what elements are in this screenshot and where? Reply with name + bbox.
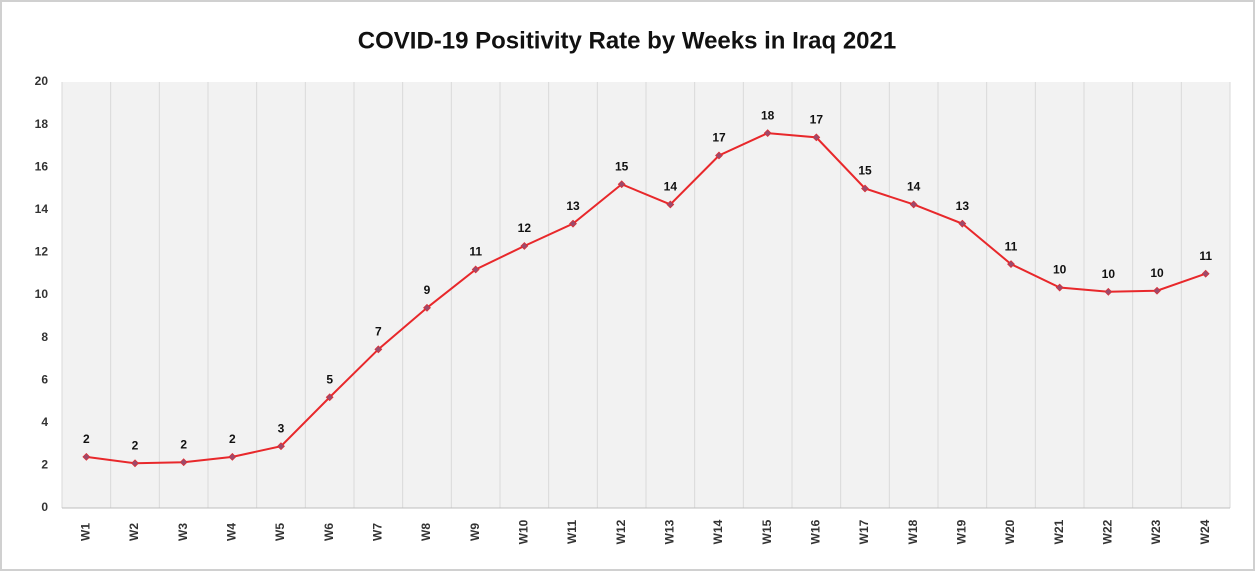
x-tick-label: W5	[273, 523, 287, 541]
x-tick-label: W4	[225, 523, 239, 541]
marker	[277, 442, 285, 451]
marker	[569, 219, 577, 228]
x-tick-label: W14	[711, 519, 725, 544]
x-tick-label: W19	[955, 519, 969, 544]
x-tick-label: W8	[419, 523, 433, 541]
x-tick-label: W21	[1052, 519, 1066, 544]
x-tick-label: W16	[809, 519, 823, 544]
x-tick-label: W9	[468, 523, 482, 541]
marker	[471, 265, 480, 274]
x-tick-label: W24	[1198, 519, 1212, 544]
y-tick-label: 0	[41, 500, 48, 514]
marker	[228, 452, 237, 461]
x-tick-label: W23	[1149, 519, 1163, 544]
data-label: 2	[132, 438, 139, 452]
data-label: 3	[278, 421, 285, 435]
marker	[1104, 287, 1113, 296]
data-label: 11	[1199, 249, 1212, 263]
x-tick-label: W11	[565, 520, 579, 544]
marker	[1007, 260, 1015, 269]
data-label: 12	[518, 221, 532, 235]
y-tick-label: 20	[35, 74, 49, 88]
data-label: 13	[956, 199, 970, 213]
x-tick-label: W18	[906, 519, 920, 544]
x-tick-label: W12	[614, 519, 628, 544]
marker	[520, 242, 529, 250]
data-label: 9	[424, 283, 431, 297]
x-tick-label: W22	[1101, 519, 1115, 544]
marker	[1055, 283, 1064, 292]
data-label: 10	[1102, 267, 1116, 281]
data-label: 11	[1005, 239, 1018, 253]
data-label: 2	[229, 432, 236, 446]
data-label: 2	[180, 437, 187, 451]
y-tick-label: 16	[35, 159, 49, 173]
marker	[82, 452, 91, 461]
marker	[423, 303, 431, 312]
data-label: 13	[566, 199, 580, 213]
data-label: 17	[810, 113, 824, 127]
x-tick-label: W13	[663, 519, 677, 544]
marker	[666, 200, 675, 209]
data-label: 18	[761, 108, 775, 122]
x-tick-label: W20	[1003, 519, 1017, 544]
y-tick-label: 4	[41, 415, 48, 429]
marker	[179, 458, 188, 467]
data-label: 10	[1053, 263, 1067, 277]
x-tick-label: W6	[322, 523, 336, 541]
data-label: 10	[1150, 266, 1164, 280]
marker	[325, 393, 334, 402]
marker	[715, 151, 723, 160]
marker	[861, 184, 869, 193]
data-label: 15	[858, 164, 872, 178]
marker	[1201, 269, 1210, 278]
data-label: 2	[83, 432, 90, 446]
y-tick-label: 12	[35, 245, 49, 259]
data-label: 11	[469, 245, 482, 259]
data-label: 14	[907, 180, 921, 194]
y-tick-label: 18	[35, 117, 49, 131]
data-label: 5	[326, 372, 333, 386]
y-tick-label: 8	[41, 330, 48, 344]
x-tick-label: W3	[176, 523, 190, 541]
y-tick-label: 6	[41, 372, 48, 386]
line	[86, 132, 1207, 465]
y-tick-label: 14	[35, 202, 49, 216]
y-tick-label: 2	[41, 458, 48, 472]
x-tick-label: W7	[371, 523, 385, 541]
y-tick-label: 10	[35, 287, 49, 301]
marker	[617, 180, 626, 189]
x-tick-label: W2	[127, 523, 141, 541]
chart-title: COVID-19 Positivity Rate by Weeks in Ira…	[358, 27, 896, 54]
x-tick-label: W15	[760, 519, 774, 544]
marker	[812, 133, 821, 142]
x-tick-label: W1	[79, 523, 93, 541]
x-tick-label: W10	[517, 519, 531, 544]
x-tick-label: W17	[857, 519, 871, 544]
marker	[131, 459, 139, 468]
marker	[763, 129, 772, 138]
data-label: 7	[375, 324, 382, 338]
data-label: 14	[664, 180, 678, 194]
marker	[374, 345, 383, 354]
data-label: 17	[712, 131, 726, 145]
data-label: 15	[615, 159, 629, 173]
marker	[1153, 286, 1161, 295]
marker	[909, 200, 918, 209]
marker	[958, 219, 967, 228]
